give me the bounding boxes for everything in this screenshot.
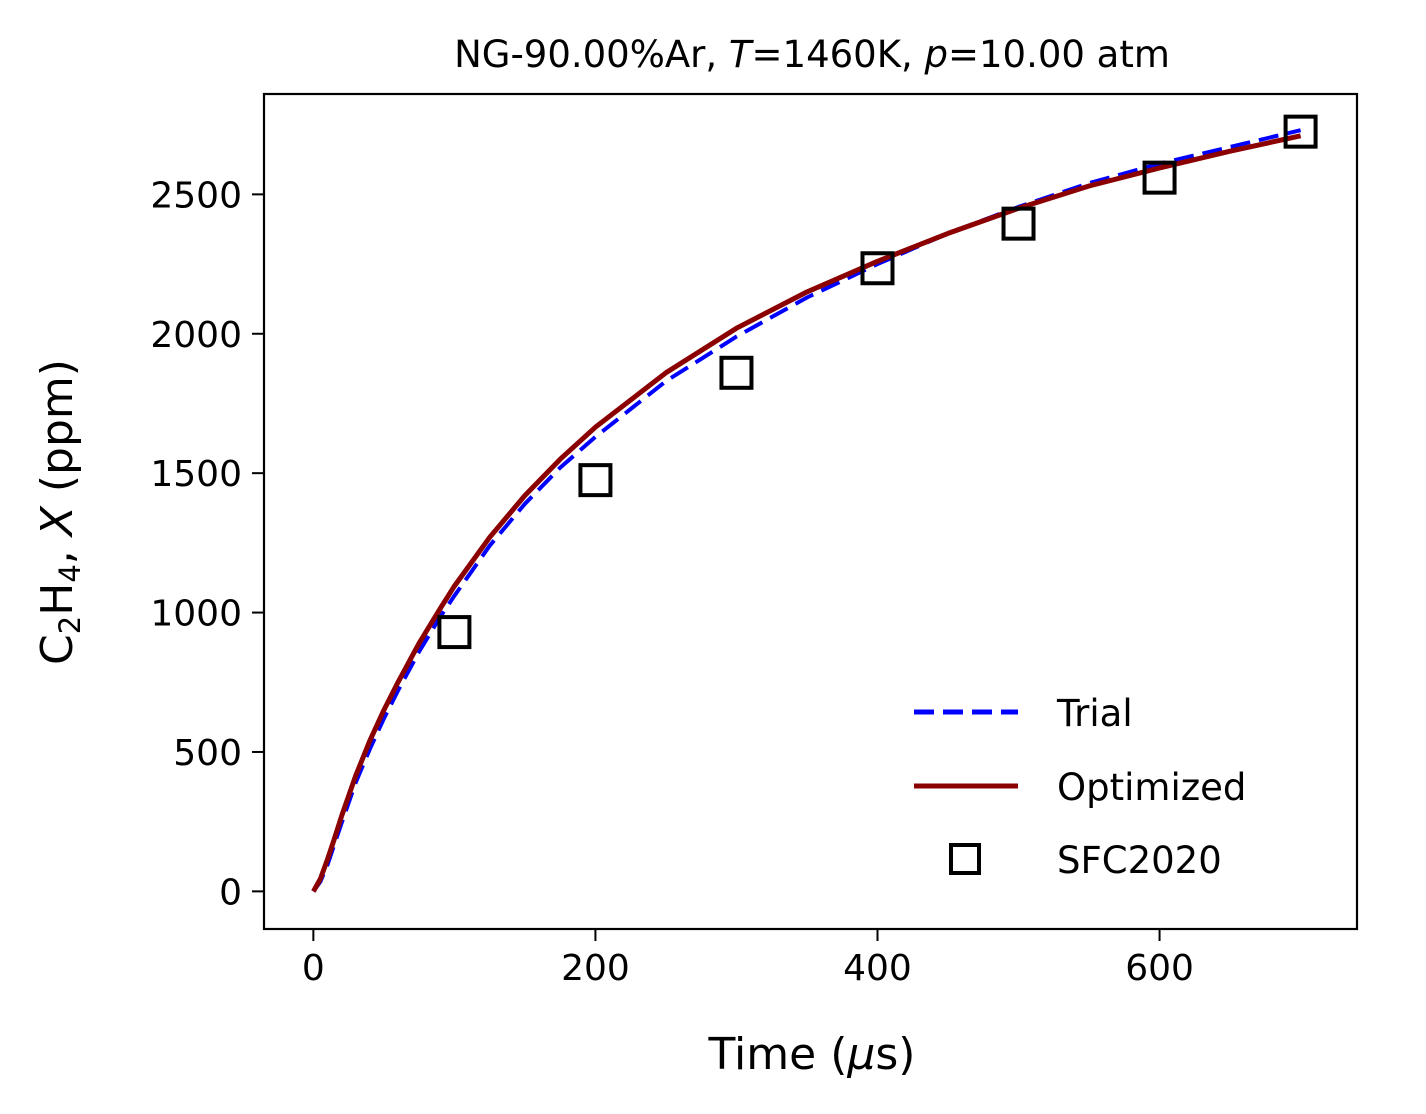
x-tick-label: 200	[561, 948, 630, 989]
title-prefix: NG-90.00%Ar,	[454, 33, 729, 76]
legend-sfc2020-label: SFC2020	[1057, 839, 1222, 882]
data-point-marker	[719, 355, 754, 390]
legend: Trial Optimized SFC2020	[914, 692, 1246, 882]
x-axis-label: Time (μs)	[708, 1029, 916, 1080]
title-t-value: =1460K,	[752, 33, 925, 76]
data-point-marker	[860, 251, 895, 286]
y-tick-label: 1000	[150, 594, 242, 635]
data-point-marker	[437, 615, 472, 650]
y-tick-label: 500	[173, 733, 242, 774]
x-tick-label: 0	[302, 948, 325, 989]
ylabel-sub2: 2	[53, 616, 87, 634]
series-layer	[311, 128, 1302, 893]
ylabel-comma: ,	[32, 536, 83, 564]
data-point-marker	[1283, 114, 1318, 149]
title-t-symbol: T	[729, 33, 754, 76]
data-point-marker	[1001, 206, 1036, 241]
title-p-value: =10.00 atm	[948, 33, 1170, 76]
ylabel-suffix: (ppm)	[32, 359, 83, 506]
series-line-optimized	[311, 133, 1302, 893]
data-point-marker	[578, 463, 613, 498]
legend-optimized-label: Optimized	[1057, 766, 1246, 809]
data-point-marker	[1142, 160, 1177, 195]
xlabel-mu: μ	[846, 1029, 875, 1080]
legend-trial-label: Trial	[1056, 692, 1133, 735]
chart-title: NG-90.00%Ar, T=1460K, p=10.00 atm	[454, 33, 1170, 76]
x-tick-label: 600	[1125, 948, 1194, 989]
y-tick-label: 0	[219, 872, 242, 913]
marker-layer	[437, 114, 1318, 650]
ylabel-c: C	[32, 634, 83, 665]
y-axis-label: C2H4, X (ppm)	[32, 359, 87, 665]
ylabel-x-symbol: X	[32, 505, 83, 538]
y-tick-label: 2500	[150, 175, 242, 216]
y-tick-label: 1500	[150, 454, 242, 495]
xlabel-prefix: Time (	[708, 1029, 848, 1080]
y-tick-label: 2000	[150, 315, 242, 356]
y-axis-ticks: 0 500 1000 1500 2000 2500	[150, 175, 264, 913]
title-p-symbol: p	[923, 33, 948, 76]
legend-sfc2020-marker	[949, 843, 981, 875]
ylabel-h: H	[32, 583, 83, 616]
x-axis-ticks: 0 200 400 600	[302, 929, 1194, 989]
xlabel-suffix: s)	[875, 1029, 915, 1080]
plot-frame	[262, 92, 1359, 931]
ylabel-sub4: 4	[53, 564, 87, 582]
x-tick-label: 400	[843, 948, 912, 989]
series-line-trial	[311, 128, 1302, 893]
